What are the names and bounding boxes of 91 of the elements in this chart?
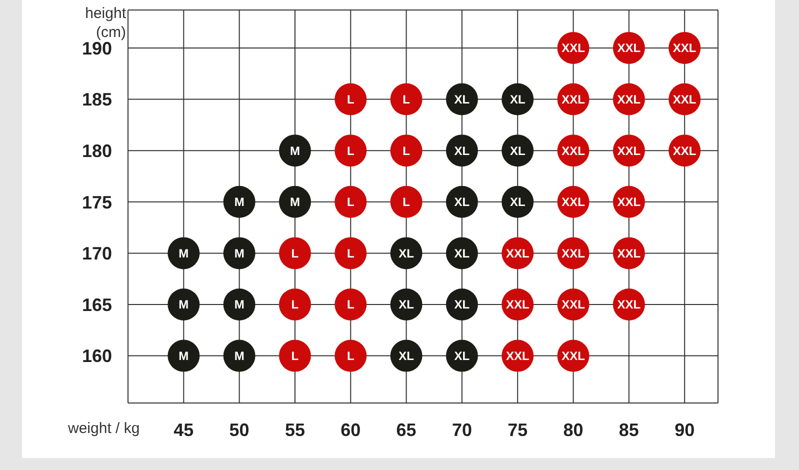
text: XXL [506,298,530,312]
text: M [234,298,244,312]
series-label: XL [454,195,470,210]
text: L [346,298,354,312]
text: L [346,144,354,158]
text: XXL [506,349,530,363]
point [390,134,422,167]
text: XL [454,298,470,312]
text: XL [510,195,526,210]
text: M [178,298,189,312]
text: M [290,195,300,210]
point [168,237,200,270]
text: XXL [562,41,585,56]
text: XXL [617,41,641,56]
text: XXL [672,41,696,56]
y-tick-label: 185 [82,90,112,110]
point [278,134,311,167]
point [223,237,256,270]
text: L [346,349,354,363]
point [168,288,200,320]
text: XL [454,349,470,363]
text: XXL [672,144,696,158]
y-tick-label: 175 [82,192,112,212]
text: XXL [506,246,530,260]
x-tick-label: 65 [396,420,416,440]
x-tick-label: 80 [563,420,584,440]
text: L [291,298,299,312]
text: L [291,246,299,260]
x-tick-label: 45 [174,420,194,440]
x-tick-label: 55 [284,420,305,440]
text: M [290,144,300,158]
text: XXL [617,92,641,106]
point [278,340,311,372]
series-label: M [234,195,244,210]
text: XXL [617,298,641,312]
text: XL [454,92,470,106]
text: XXL [617,246,641,260]
point [223,186,256,218]
x-tick-label: 70 [452,420,472,440]
point [334,83,367,116]
point [390,186,422,218]
text: XL [510,144,526,158]
text: L [346,246,354,260]
text: XXL [562,144,585,158]
text: L [402,92,410,106]
text: L [402,144,410,158]
text: M [178,349,189,363]
text: XXL [562,92,585,106]
y-tick-label: 165 [82,294,112,315]
text: XL [454,246,470,260]
point [334,340,367,372]
series-label: XXL [562,195,585,210]
y-axis-title: height (cm) [85,4,126,42]
text: M [234,246,244,260]
x-tick-label: 90 [674,420,695,440]
point [334,134,367,167]
y-tick-label: 170 [82,244,112,264]
y-tick-label: 160 [82,346,112,366]
text: L [291,349,299,363]
point [278,288,311,320]
x-tick-label: 75 [508,420,528,440]
point [168,340,200,372]
text: XL [398,246,414,260]
text: L [402,195,410,210]
text: L [346,92,354,106]
text: XXL [617,144,641,158]
point [223,340,256,372]
text: M [178,246,189,260]
x-tick-label: 85 [618,420,639,440]
text: XXL [672,92,696,106]
text: XXL [562,246,585,260]
text: XL [454,144,470,158]
x-tick-label: 50 [229,420,250,440]
point [278,186,311,218]
point [390,83,422,116]
text: XXL [562,349,585,363]
text: XL [398,298,414,312]
text: XL [398,349,414,363]
x-tick-label: 60 [340,420,361,440]
point [334,186,367,218]
point [334,288,367,320]
series-label: L [346,195,354,210]
x-axis-title: weight / kg [68,420,140,437]
text: M [234,349,244,363]
point [334,237,367,270]
point [223,288,256,320]
text: XL [510,92,526,106]
point [278,237,311,270]
text: XXL [617,195,641,210]
text: XXL [562,298,585,312]
y-tick-label: 180 [82,140,112,161]
